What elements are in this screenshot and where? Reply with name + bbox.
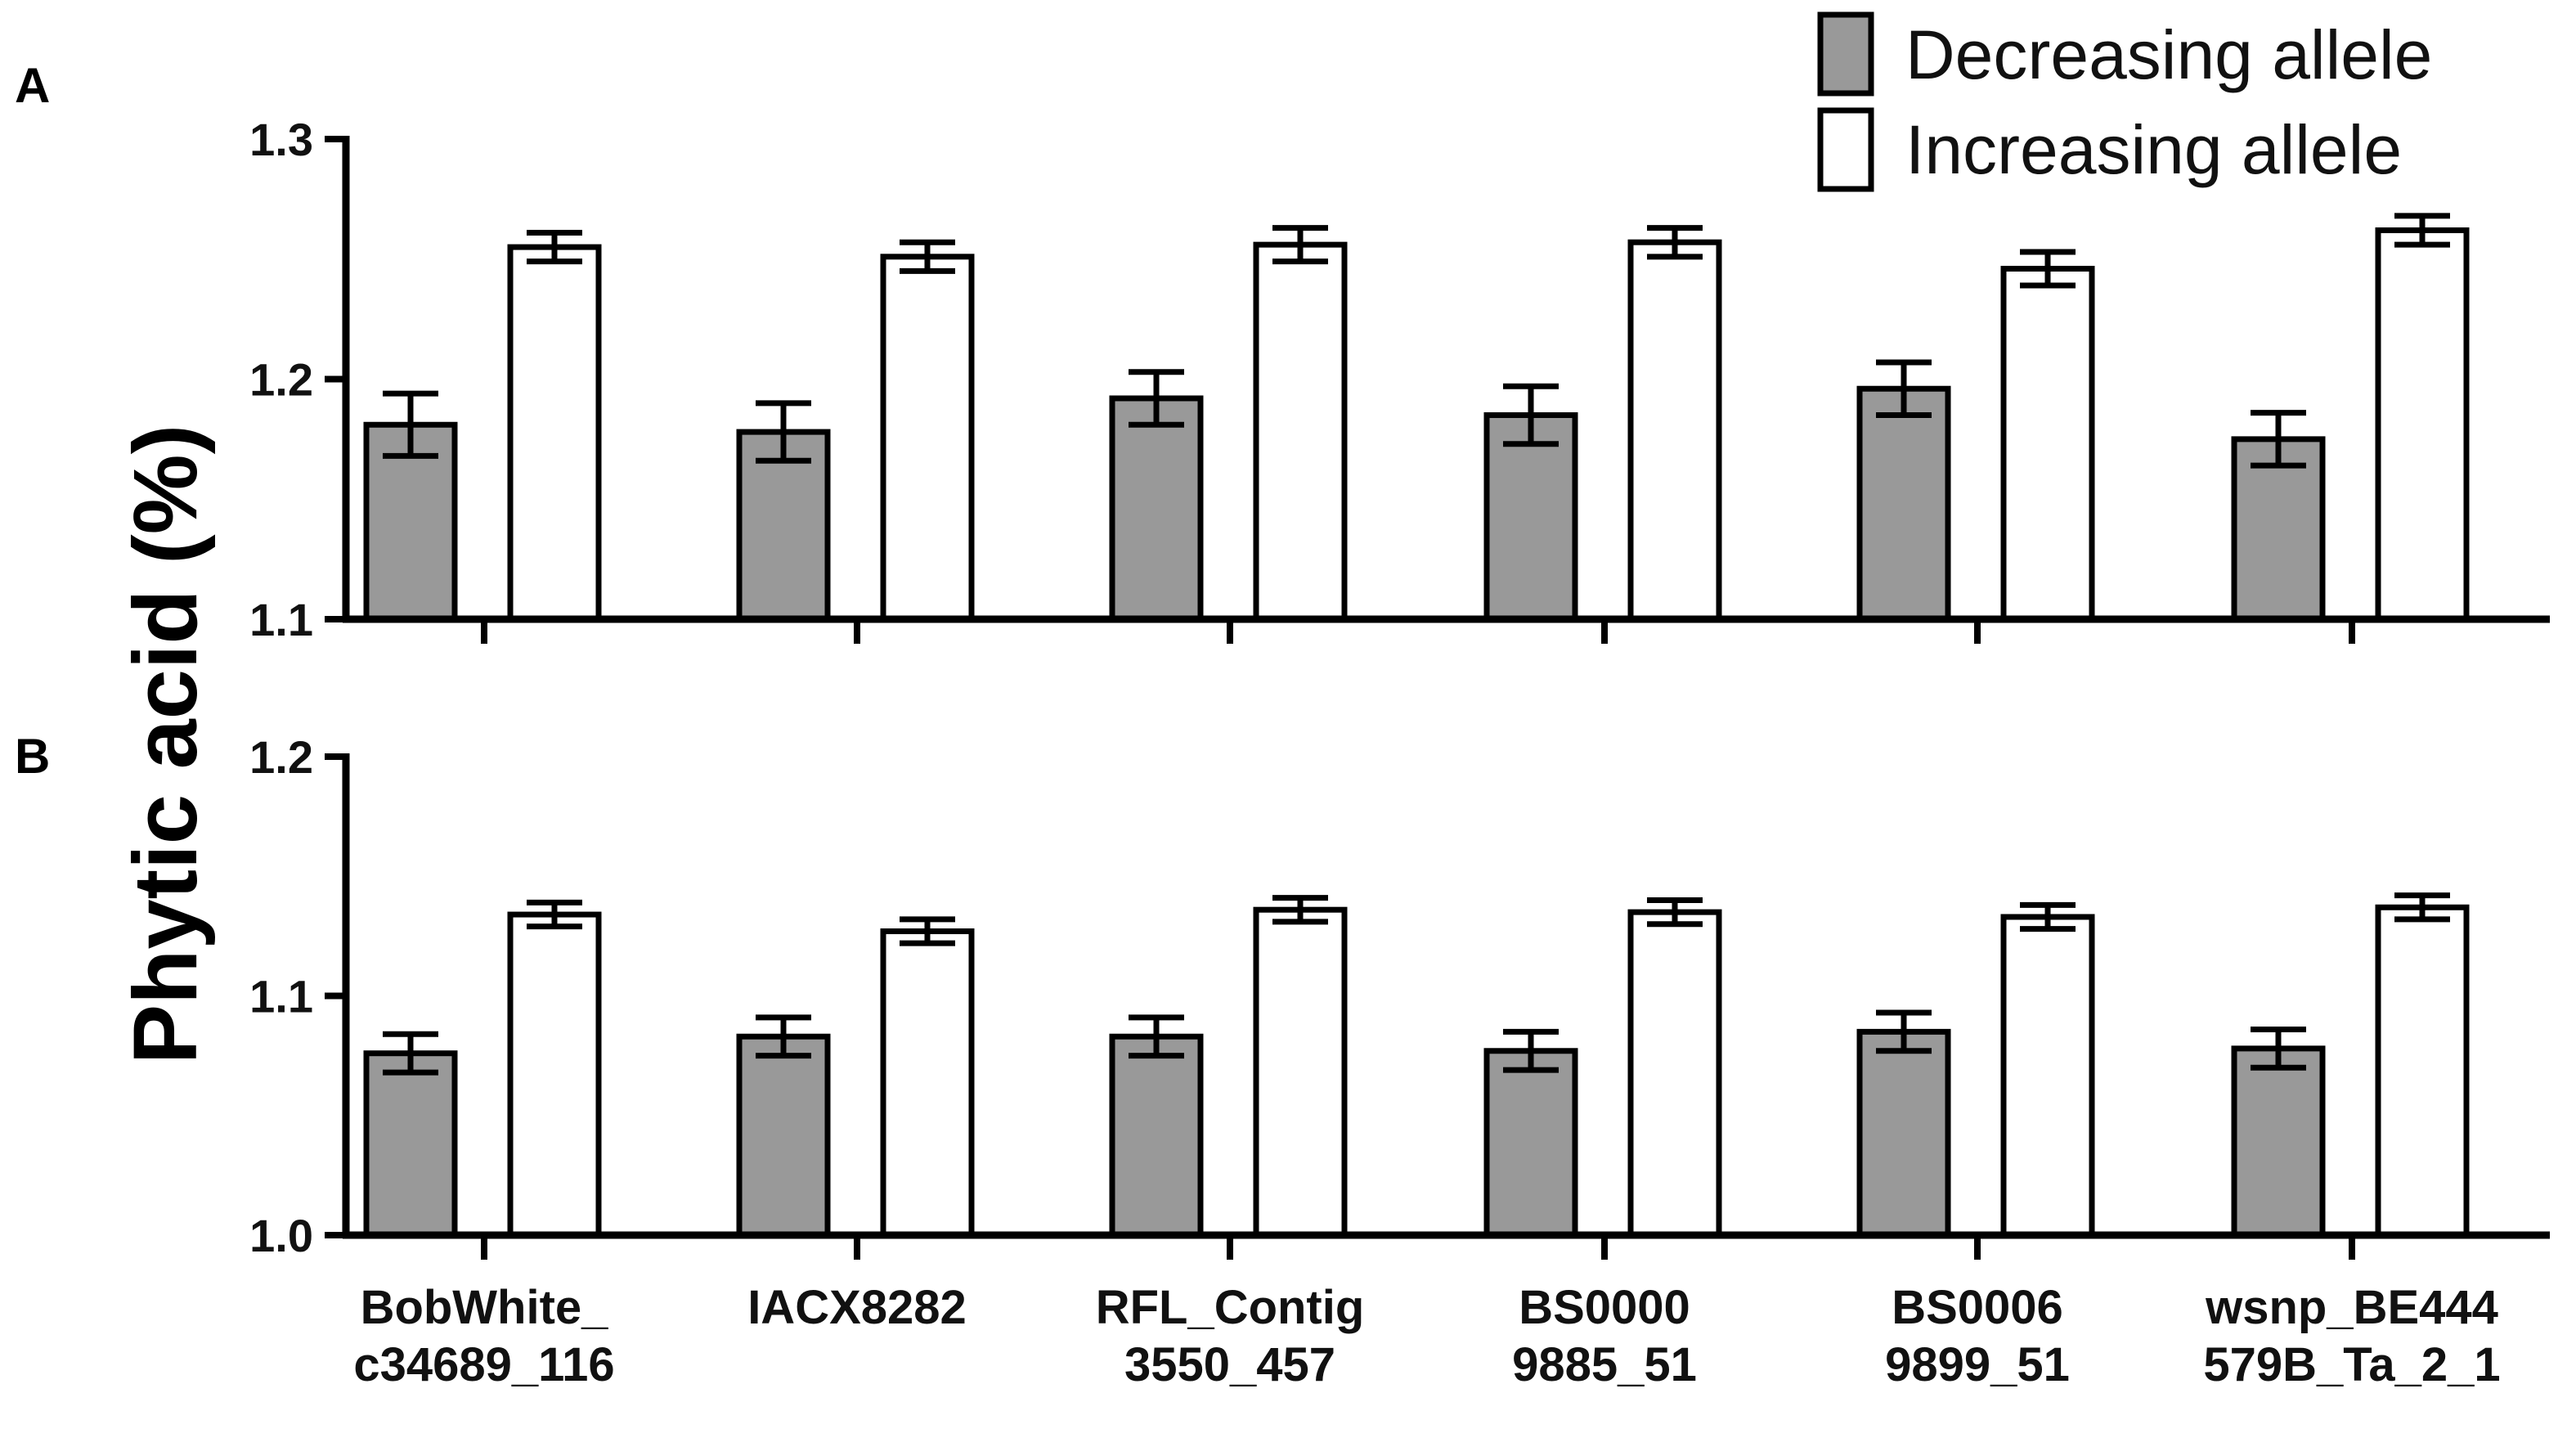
bar-A-increasing-3: [1627, 239, 1722, 622]
x-category-label-line: BS0006: [1892, 1281, 2063, 1334]
panel-letter-B: B: [15, 729, 50, 784]
bar-B-decreasing-5: [2231, 1045, 2326, 1238]
bar-A-increasing-5: [2375, 227, 2470, 622]
y-tick-label-A-2: 1.3: [249, 114, 313, 165]
y-tick-label-A-1: 1.2: [249, 354, 313, 406]
panels-layer: A 1.1 1.2 1.3 B 1.0 1.1 1.2: [15, 58, 2550, 1261]
panel-B: B 1.0 1.1 1.2: [15, 729, 2550, 1261]
bar-B-increasing-2: [1253, 906, 1348, 1238]
panel-letter-A: A: [15, 58, 50, 113]
legend-label-decreasing: Decreasing allele: [1905, 16, 2432, 93]
x-category-label-line: BS0000: [1519, 1281, 1690, 1334]
y-tick-label-B-1: 1.1: [249, 971, 313, 1022]
bar-A-increasing-1: [880, 254, 975, 622]
bar-B-increasing-0: [507, 911, 602, 1238]
x-category-label-line: 9899_51: [1885, 1338, 2070, 1391]
legend-swatch-decreasing: [1817, 11, 1874, 97]
bar-B-decreasing-3: [1483, 1048, 1578, 1238]
x-category-label-4: BS0006 9899_51: [1885, 1281, 2070, 1391]
y-tick-label-B-0: 1.0: [249, 1210, 313, 1261]
x-category-label-line: c34689_116: [353, 1338, 614, 1391]
x-category-label-line: RFL_Contig: [1096, 1281, 1365, 1334]
bar-A-increasing-4: [2000, 265, 2095, 622]
bar-B-decreasing-2: [1109, 1033, 1204, 1238]
bar-B-increasing-4: [2000, 914, 2095, 1238]
x-category-labels: BobWhite_ c34689_116 IACX8282 RFL_Contig 355…: [353, 1281, 2500, 1391]
x-category-label-line: IACX8282: [747, 1281, 967, 1334]
bar-B-increasing-1: [880, 928, 975, 1238]
legend-label-increasing: Increasing allele: [1905, 111, 2402, 188]
bar-B-decreasing-4: [1856, 1028, 1951, 1238]
bar-A-increasing-2: [1253, 241, 1348, 622]
y-tick-label-A-0: 1.1: [249, 594, 313, 645]
bar-B-decreasing-0: [363, 1050, 458, 1238]
y-axis-label: Phytic acid (%): [115, 425, 216, 1064]
x-category-label-line: 9885_51: [1512, 1338, 1697, 1391]
bar-A-increasing-0: [507, 244, 602, 622]
bar-B-decreasing-1: [736, 1033, 831, 1238]
bar-B-increasing-3: [1627, 909, 1722, 1238]
panel-A: A 1.1 1.2 1.3: [15, 58, 2550, 645]
x-category-label-2: RFL_Contig 3550_457: [1096, 1281, 1365, 1391]
bar-B-increasing-5: [2375, 904, 2470, 1238]
x-category-label-line: 3550_457: [1124, 1338, 1335, 1391]
bar-A-decreasing-4: [1856, 385, 1951, 622]
x-category-label-0: BobWhite_ c34689_116: [353, 1281, 614, 1391]
legend-swatch-increasing: [1817, 107, 1874, 192]
x-category-label-5: wsnp_BE444 579B_Ta_2_1: [2203, 1281, 2500, 1391]
legend: Decreasing allele Increasing allele: [1817, 11, 2432, 192]
x-category-label-line: wsnp_BE444: [2205, 1281, 2498, 1334]
x-category-label-3: BS0000 9885_51: [1512, 1281, 1697, 1391]
x-category-label-line: 579B_Ta_2_1: [2203, 1338, 2500, 1391]
y-tick-label-B-2: 1.2: [249, 731, 313, 783]
x-category-label-line: BobWhite_: [361, 1281, 609, 1334]
bar-A-decreasing-2: [1109, 395, 1204, 622]
x-category-label-1: IACX8282: [747, 1281, 967, 1334]
bar-A-decreasing-5: [2231, 436, 2326, 622]
